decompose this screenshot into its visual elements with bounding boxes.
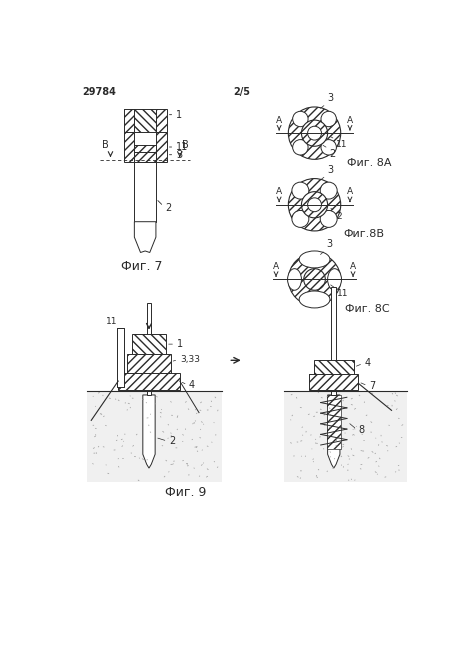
Text: 11: 11 xyxy=(336,140,347,149)
Circle shape xyxy=(292,182,309,199)
Text: Фиг. 9: Фиг. 9 xyxy=(165,486,207,499)
Text: 4: 4 xyxy=(189,380,195,390)
Text: A: A xyxy=(276,116,282,125)
Circle shape xyxy=(308,198,321,212)
Text: 3: 3 xyxy=(327,165,333,175)
Text: A: A xyxy=(350,262,356,271)
Circle shape xyxy=(301,120,328,146)
Bar xyxy=(314,360,354,374)
Bar xyxy=(309,374,358,390)
Circle shape xyxy=(320,211,337,228)
Text: 11: 11 xyxy=(337,290,348,298)
Bar xyxy=(309,374,358,390)
Bar xyxy=(146,303,151,395)
Circle shape xyxy=(288,107,341,160)
Bar xyxy=(134,152,156,162)
Bar xyxy=(156,109,167,131)
Bar xyxy=(128,354,171,373)
Text: 8: 8 xyxy=(358,424,365,435)
Text: A: A xyxy=(347,116,353,125)
Text: 2/5: 2/5 xyxy=(234,87,251,97)
Text: 11: 11 xyxy=(106,317,118,326)
Text: 3: 3 xyxy=(176,150,182,160)
Text: 29784: 29784 xyxy=(82,87,116,97)
Text: 1: 1 xyxy=(176,110,182,120)
Circle shape xyxy=(304,269,325,290)
Text: 4: 4 xyxy=(365,358,371,368)
Bar xyxy=(156,109,167,131)
Text: 7: 7 xyxy=(369,381,375,390)
Text: 2: 2 xyxy=(165,203,172,213)
Polygon shape xyxy=(328,395,340,468)
Polygon shape xyxy=(87,391,222,482)
Text: Фиг.8В: Фиг.8В xyxy=(343,230,384,239)
Bar xyxy=(331,287,336,395)
Bar xyxy=(124,131,134,162)
Ellipse shape xyxy=(328,269,341,290)
Text: 1: 1 xyxy=(177,339,183,349)
Circle shape xyxy=(288,179,341,231)
Text: A: A xyxy=(273,262,279,271)
Bar xyxy=(134,145,156,152)
Circle shape xyxy=(292,211,309,228)
Circle shape xyxy=(320,182,337,199)
Bar xyxy=(327,395,341,449)
Bar xyxy=(314,360,354,374)
Text: A: A xyxy=(347,187,353,196)
Circle shape xyxy=(292,139,308,155)
Polygon shape xyxy=(134,222,156,252)
Circle shape xyxy=(288,253,341,305)
Bar xyxy=(117,328,124,387)
Ellipse shape xyxy=(299,251,330,268)
Text: 3: 3 xyxy=(326,239,332,249)
Bar xyxy=(132,334,166,354)
Bar xyxy=(124,131,134,162)
Circle shape xyxy=(321,111,337,127)
Ellipse shape xyxy=(288,269,301,290)
Bar xyxy=(118,373,180,390)
Text: Фиг. 7: Фиг. 7 xyxy=(120,260,162,273)
Text: 2: 2 xyxy=(336,212,342,220)
Text: B: B xyxy=(102,140,109,150)
Bar xyxy=(124,109,134,131)
Bar xyxy=(134,109,156,131)
Bar xyxy=(134,152,156,162)
Ellipse shape xyxy=(299,291,330,308)
Bar xyxy=(156,131,167,162)
Bar xyxy=(128,354,171,373)
Text: 2: 2 xyxy=(169,436,175,446)
Polygon shape xyxy=(143,395,155,468)
Text: 11: 11 xyxy=(176,142,188,152)
Text: Фиг. 8А: Фиг. 8А xyxy=(347,158,392,168)
Bar xyxy=(134,109,156,131)
Bar xyxy=(124,109,134,131)
Circle shape xyxy=(321,139,337,155)
Bar xyxy=(134,145,156,152)
Polygon shape xyxy=(284,391,407,482)
Text: Фиг. 8С: Фиг. 8С xyxy=(345,304,389,314)
Bar xyxy=(117,328,124,387)
Text: 3,33: 3,33 xyxy=(180,355,200,364)
Bar xyxy=(327,395,341,449)
Text: 3: 3 xyxy=(327,93,333,103)
Bar xyxy=(132,334,166,354)
Text: 2: 2 xyxy=(329,149,336,160)
Text: A: A xyxy=(276,187,282,196)
Bar xyxy=(117,328,124,387)
Bar xyxy=(118,373,180,390)
Circle shape xyxy=(308,126,321,140)
Bar xyxy=(156,131,167,162)
Circle shape xyxy=(292,111,308,127)
Text: B: B xyxy=(182,140,189,150)
Circle shape xyxy=(301,192,328,218)
Bar xyxy=(134,162,156,222)
